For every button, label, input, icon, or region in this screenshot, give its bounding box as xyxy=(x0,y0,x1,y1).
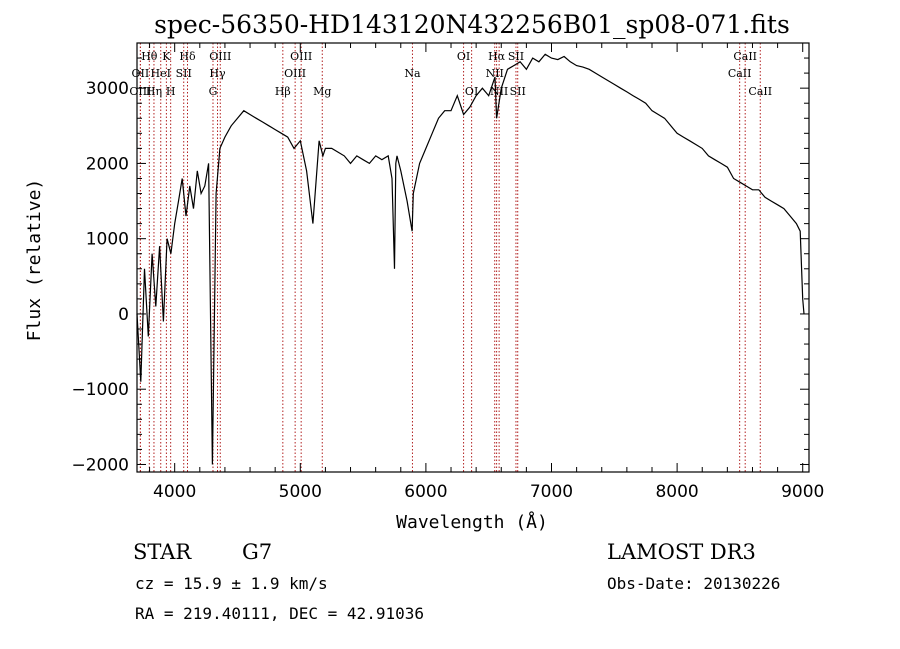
x-tick-label: 8000 xyxy=(655,482,698,502)
line-label: Hα xyxy=(488,50,506,63)
line-label: Hη xyxy=(146,85,162,98)
line-label: Hδ xyxy=(179,50,196,63)
line-label: NII xyxy=(486,67,504,80)
x-axis-label: Wavelength (Å) xyxy=(396,511,548,533)
line-label: Hγ xyxy=(209,67,226,80)
x-tick-label: 4000 xyxy=(153,482,196,502)
line-label: OIII xyxy=(284,67,306,80)
y-tick-label: 1000 xyxy=(86,230,129,250)
sky-coordinates: RA = 219.40111, DEC = 42.91036 xyxy=(135,604,424,623)
line-label: CaII xyxy=(728,67,752,80)
y-tick-label: 3000 xyxy=(86,79,129,99)
line-label: H xyxy=(166,85,176,98)
spectral-subclass: G7 xyxy=(242,540,272,564)
line-label: OI xyxy=(465,85,478,98)
line-label: SII xyxy=(508,50,524,63)
line-label: Mg xyxy=(313,85,331,98)
spectrum-series-line xyxy=(136,53,805,465)
line-label: Hθ xyxy=(141,50,158,63)
observation-date: Obs-Date: 20130226 xyxy=(607,574,780,593)
y-tick-label: 0 xyxy=(118,305,129,325)
x-tick-label: 7000 xyxy=(530,482,573,502)
line-label: CaII xyxy=(748,85,772,98)
spectral-line-markers xyxy=(139,43,761,472)
line-label: OIII xyxy=(290,50,312,63)
chart-title: spec-56350-HD143120N432256B01_sp08-071.f… xyxy=(154,10,790,39)
line-label: K xyxy=(162,50,171,63)
line-label: SII xyxy=(510,85,526,98)
redshift-value: cz = 15.9 ± 1.9 km/s xyxy=(135,574,328,593)
y-tick-label: −1000 xyxy=(71,380,129,400)
y-axis-ticks: −2000 −1000 0 1000 2000 3000 xyxy=(71,57,809,475)
line-label: Hβ xyxy=(275,85,291,98)
x-axis-ticks: 4000 5000 6000 7000 8000 9000 xyxy=(149,43,824,502)
line-label: SII xyxy=(176,67,192,80)
survey-name: LAMOST DR3 xyxy=(607,540,756,564)
object-class: STAR xyxy=(133,540,192,564)
x-tick-label: 5000 xyxy=(279,482,322,502)
plot-frame xyxy=(136,42,810,473)
y-tick-label: 2000 xyxy=(86,154,129,174)
line-label: HeI xyxy=(151,67,171,80)
line-label: Na xyxy=(404,67,421,80)
y-axis-label: Flux (relative) xyxy=(24,179,45,342)
y-tick-label: −2000 xyxy=(71,455,129,475)
line-label: G xyxy=(209,85,218,98)
line-label: CaII xyxy=(733,50,757,63)
line-label: OI xyxy=(457,50,470,63)
x-tick-label: 9000 xyxy=(781,482,824,502)
x-tick-label: 6000 xyxy=(404,482,447,502)
line-label: OIII xyxy=(209,50,231,63)
line-label: NII xyxy=(490,85,508,98)
